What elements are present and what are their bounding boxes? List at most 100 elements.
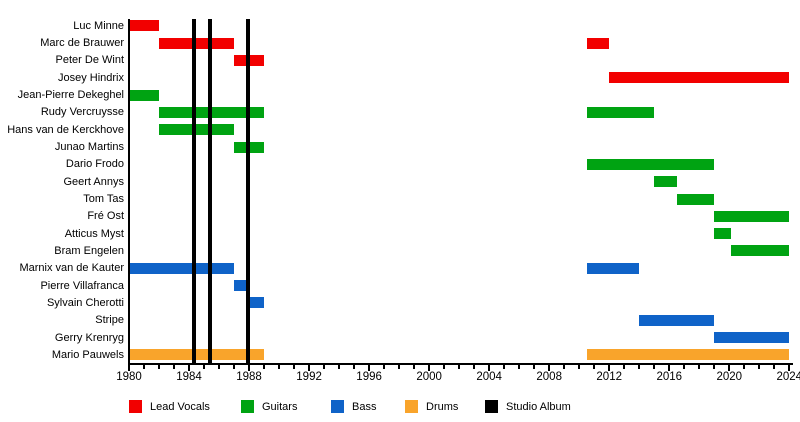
row-label: Pierre Villafranca — [40, 279, 124, 292]
x-axis-tick — [413, 365, 416, 369]
timeline-bar-guitars — [586, 106, 655, 118]
timeline-bar-vocals — [159, 37, 235, 49]
x-axis-tick — [443, 365, 446, 369]
row-label: Fré Ost — [87, 210, 124, 223]
x-axis-tick — [608, 365, 611, 371]
x-axis-tick — [353, 365, 356, 369]
timeline-bar-bass — [639, 314, 715, 326]
studio-album-line — [208, 19, 213, 364]
x-axis-tick — [158, 365, 160, 369]
timeline-bar-guitars — [714, 210, 790, 222]
x-axis-tick-label: 2004 — [476, 371, 502, 383]
x-axis-tick-label: 2020 — [716, 371, 743, 383]
x-axis-tick — [713, 365, 716, 369]
x-axis-tick — [233, 365, 236, 369]
row-label: Dario Frodo — [65, 158, 124, 171]
row-label: Sylvain Cherotti — [46, 296, 124, 309]
timeline-bar-guitars — [586, 158, 715, 170]
x-axis-tick — [473, 365, 476, 369]
x-axis-tick — [638, 365, 641, 369]
x-axis-tick-label: 1996 — [356, 371, 382, 383]
row-label: Rudy Vercruysse — [40, 106, 124, 119]
x-axis-tick — [368, 365, 371, 371]
row-label: Atticus Myst — [64, 227, 124, 240]
timeline-bar-guitars — [159, 124, 235, 136]
x-axis-tick — [788, 365, 791, 371]
x-axis-tick — [593, 365, 596, 369]
timeline-bar-guitars — [730, 245, 790, 257]
row-label: Jean-Pierre Dekeghel — [17, 89, 124, 102]
row-label: Tom Tas — [83, 193, 124, 205]
legend-swatch-album — [485, 400, 498, 413]
timeline-bar-bass — [714, 332, 790, 344]
x-axis-tick-label: 1992 — [296, 371, 322, 383]
x-axis-tick — [188, 365, 191, 371]
timeline-bar-bass — [249, 297, 265, 309]
x-axis-tick — [308, 365, 311, 371]
x-axis-tick — [578, 365, 581, 369]
x-axis-tick — [668, 365, 671, 371]
timeline-bar-bass — [586, 262, 640, 274]
x-axis-tick — [518, 365, 521, 369]
x-axis-tick-label: 2012 — [596, 371, 622, 383]
studio-album-line — [191, 19, 196, 364]
x-axis-tick — [758, 365, 761, 369]
timeline-bar-guitars — [676, 193, 715, 205]
timeline-bar-vocals — [609, 72, 790, 84]
x-axis-tick — [533, 365, 536, 369]
x-axis-tick — [248, 365, 251, 371]
row-label: Junao Martins — [54, 141, 124, 153]
timeline-bar-vocals — [586, 37, 610, 49]
x-axis-tick-label: 2008 — [536, 371, 562, 383]
timeline-bar-guitars — [654, 176, 677, 188]
x-axis-tick — [128, 365, 130, 371]
x-axis-tick — [323, 365, 326, 369]
x-axis-tick — [458, 365, 461, 369]
row-label: Bram Engelen — [54, 244, 124, 257]
x-axis-tick — [743, 365, 746, 369]
x-axis-tick — [563, 365, 566, 369]
legend-label: Drums — [426, 401, 459, 413]
timeline-bar-vocals — [129, 20, 159, 32]
x-axis-tick — [728, 365, 731, 371]
row-label: Marnix van de Kauter — [19, 262, 124, 275]
row-label: Marc de Brauwer — [40, 37, 124, 50]
row-label: Luc Minne — [73, 19, 124, 32]
x-axis-tick — [653, 365, 656, 369]
x-axis-tick — [623, 365, 626, 369]
x-axis-tick — [698, 365, 701, 369]
x-axis-tick — [773, 365, 776, 369]
legend-label: Guitars — [262, 401, 298, 413]
legend-swatch-guitars — [241, 400, 254, 413]
x-axis-tick — [143, 365, 145, 369]
studio-album-line — [245, 19, 250, 364]
row-label: Peter De Wint — [55, 54, 124, 67]
x-axis-tick-label: 2016 — [656, 371, 683, 383]
x-axis-tick — [383, 365, 386, 369]
x-axis-tick — [428, 365, 431, 371]
timeline-bar-guitars — [129, 89, 159, 101]
row-label: Hans van de Kerckhove — [7, 123, 124, 136]
row-label: Mario Pauwels — [51, 348, 124, 361]
x-axis-tick — [293, 365, 296, 369]
legend-label: Bass — [352, 401, 377, 413]
x-axis-tick — [548, 365, 551, 371]
y-axis-line — [127, 19, 130, 364]
timeline-bar-bass — [234, 280, 250, 292]
row-label: Gerry Krenryg — [54, 331, 124, 344]
legend-label: Studio Album — [506, 401, 571, 413]
x-axis-line — [127, 363, 793, 365]
x-axis-tick-label: 1980 — [116, 371, 142, 383]
legend-swatch-bass — [331, 400, 344, 413]
x-axis-tick — [173, 365, 176, 369]
x-axis-tick — [218, 365, 221, 369]
legend-swatch-drums — [405, 400, 418, 413]
timeline-bar-drums — [586, 349, 790, 361]
x-axis-tick — [503, 365, 506, 369]
x-axis-tick — [683, 365, 686, 369]
x-axis-tick-label: 2000 — [416, 371, 442, 383]
x-axis-tick-label: 2024 — [776, 371, 800, 383]
x-axis-tick — [398, 365, 401, 369]
row-label: Geert Annys — [63, 175, 124, 188]
